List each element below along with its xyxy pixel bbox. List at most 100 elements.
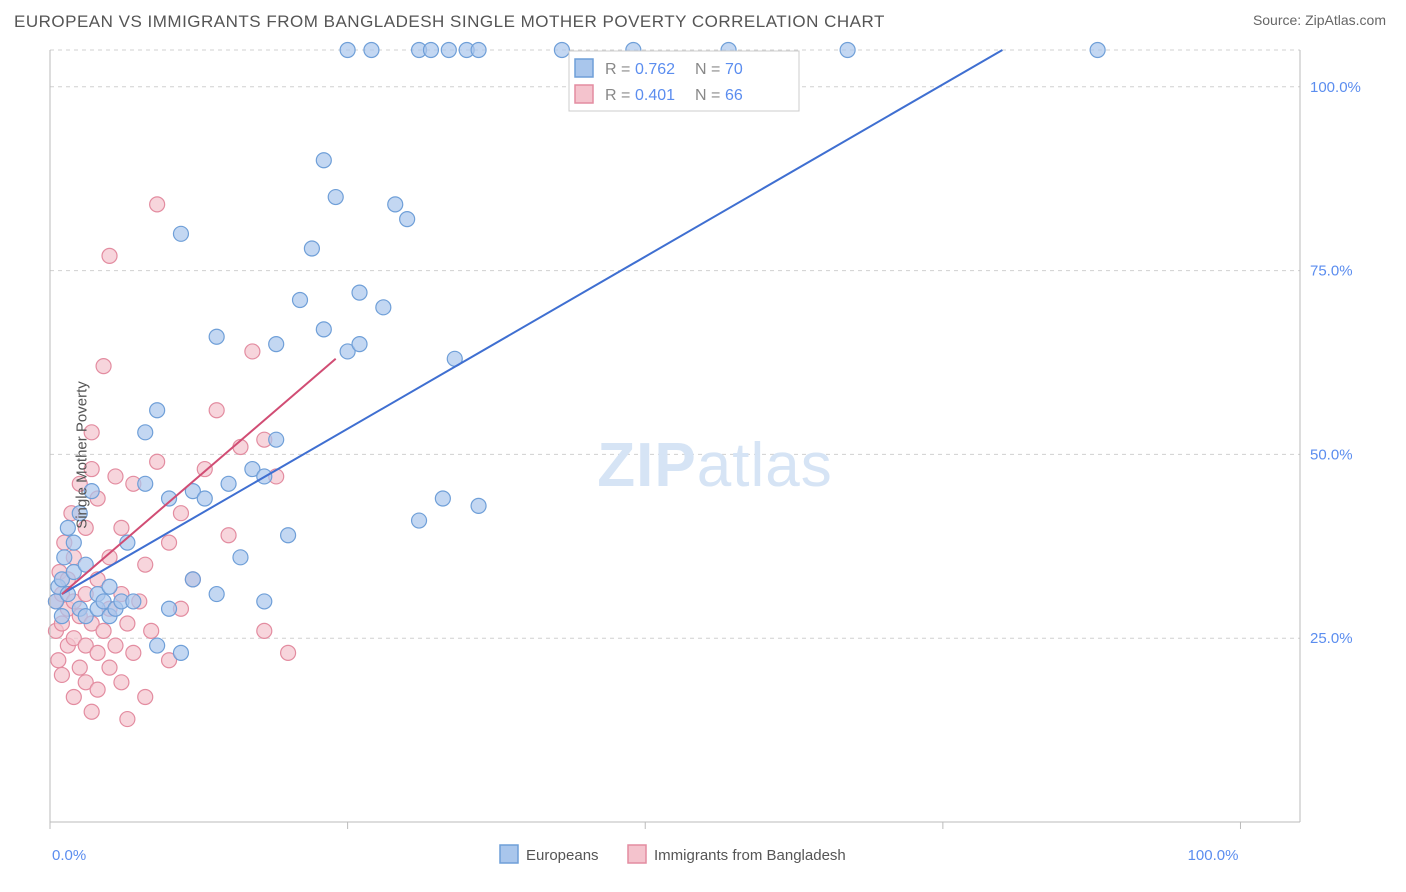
data-point: [90, 645, 105, 660]
trend-line: [62, 50, 1002, 594]
stat-r-value: 0.401: [635, 87, 675, 104]
data-point: [66, 690, 81, 705]
data-point: [126, 594, 141, 609]
data-point: [328, 190, 343, 205]
data-point: [233, 550, 248, 565]
data-point: [316, 322, 331, 337]
x-tick-label: 100.0%: [1188, 847, 1239, 864]
data-point: [340, 43, 355, 58]
stat-r-label: R =: [605, 87, 630, 104]
trend-line: [62, 359, 336, 594]
chart-container: Single Mother Poverty ZIPatlas 0.0% 100.0%…: [0, 40, 1406, 870]
data-point: [173, 226, 188, 241]
data-point: [412, 513, 427, 528]
data-point: [388, 197, 403, 212]
data-point: [316, 153, 331, 168]
data-point: [150, 197, 165, 212]
data-point: [66, 535, 81, 550]
y-tick-label: 100.0%: [1310, 79, 1361, 96]
chart-title: EUROPEAN VS IMMIGRANTS FROM BANGLADESH S…: [14, 12, 885, 32]
data-point: [162, 601, 177, 616]
data-point: [162, 535, 177, 550]
data-point: [138, 425, 153, 440]
data-point: [209, 329, 224, 344]
data-point: [185, 572, 200, 587]
data-point: [96, 359, 111, 374]
stat-n-label: N =: [695, 61, 720, 78]
data-point: [435, 491, 450, 506]
data-point: [281, 528, 296, 543]
data-point: [51, 653, 66, 668]
source-value: ZipAtlas.com: [1305, 12, 1386, 28]
data-point: [269, 337, 284, 352]
data-point: [72, 660, 87, 675]
data-point: [90, 682, 105, 697]
data-point: [840, 43, 855, 58]
data-point: [54, 609, 69, 624]
source-attribution: Source: ZipAtlas.com: [1253, 12, 1386, 28]
data-point: [84, 704, 99, 719]
data-point: [102, 660, 117, 675]
data-point: [257, 623, 272, 638]
y-tick-label: 25.0%: [1310, 630, 1353, 647]
data-point: [257, 594, 272, 609]
legend-label: Immigrants from Bangladesh: [654, 847, 846, 864]
data-point: [441, 43, 456, 58]
data-point: [554, 43, 569, 58]
data-point: [96, 623, 111, 638]
data-point: [352, 285, 367, 300]
legend-swatch: [575, 85, 593, 103]
data-point: [102, 579, 117, 594]
data-point: [245, 344, 260, 359]
x-tick-label: 0.0%: [52, 847, 86, 864]
data-point: [221, 528, 236, 543]
data-point: [173, 506, 188, 521]
stat-n-value: 66: [725, 87, 743, 104]
series-legend: Europeans Immigrants from Bangladesh: [500, 845, 846, 864]
legend-swatch: [575, 59, 593, 77]
data-point: [304, 241, 319, 256]
data-point: [376, 300, 391, 315]
watermark: ZIPatlas: [597, 431, 832, 500]
stat-n-value: 70: [725, 61, 743, 78]
data-point: [144, 623, 159, 638]
data-point: [221, 476, 236, 491]
data-point: [197, 462, 212, 477]
source-label: Source:: [1253, 12, 1305, 28]
data-point: [400, 212, 415, 227]
data-point: [108, 469, 123, 484]
data-point: [423, 43, 438, 58]
scatter-chart: ZIPatlas 0.0% 100.0% 25.0% 50.0% 75.0% 100.0% R…: [0, 40, 1370, 870]
y-axis-label: Single Mother Poverty: [73, 381, 90, 529]
data-point: [471, 498, 486, 513]
data-point: [269, 432, 284, 447]
data-point: [1090, 43, 1105, 58]
legend-label: Europeans: [526, 847, 599, 864]
data-point: [114, 675, 129, 690]
stat-n-label: N =: [695, 87, 720, 104]
data-point: [173, 645, 188, 660]
data-point: [281, 645, 296, 660]
data-point: [150, 403, 165, 418]
data-point: [138, 690, 153, 705]
data-point: [471, 43, 486, 58]
legend-swatch: [500, 845, 518, 863]
data-point: [209, 587, 224, 602]
data-point: [120, 616, 135, 631]
stats-legend: [569, 51, 799, 111]
stat-r-value: 0.762: [635, 61, 675, 78]
data-point: [138, 557, 153, 572]
data-point: [352, 337, 367, 352]
y-tick-label: 50.0%: [1310, 446, 1353, 463]
data-point: [138, 476, 153, 491]
data-point: [197, 491, 212, 506]
data-point: [54, 667, 69, 682]
y-tick-label: 75.0%: [1310, 263, 1353, 280]
stat-r-label: R =: [605, 61, 630, 78]
data-point: [150, 454, 165, 469]
data-point: [120, 712, 135, 727]
data-point: [364, 43, 379, 58]
data-point: [108, 638, 123, 653]
data-point: [126, 645, 141, 660]
legend-swatch: [628, 845, 646, 863]
